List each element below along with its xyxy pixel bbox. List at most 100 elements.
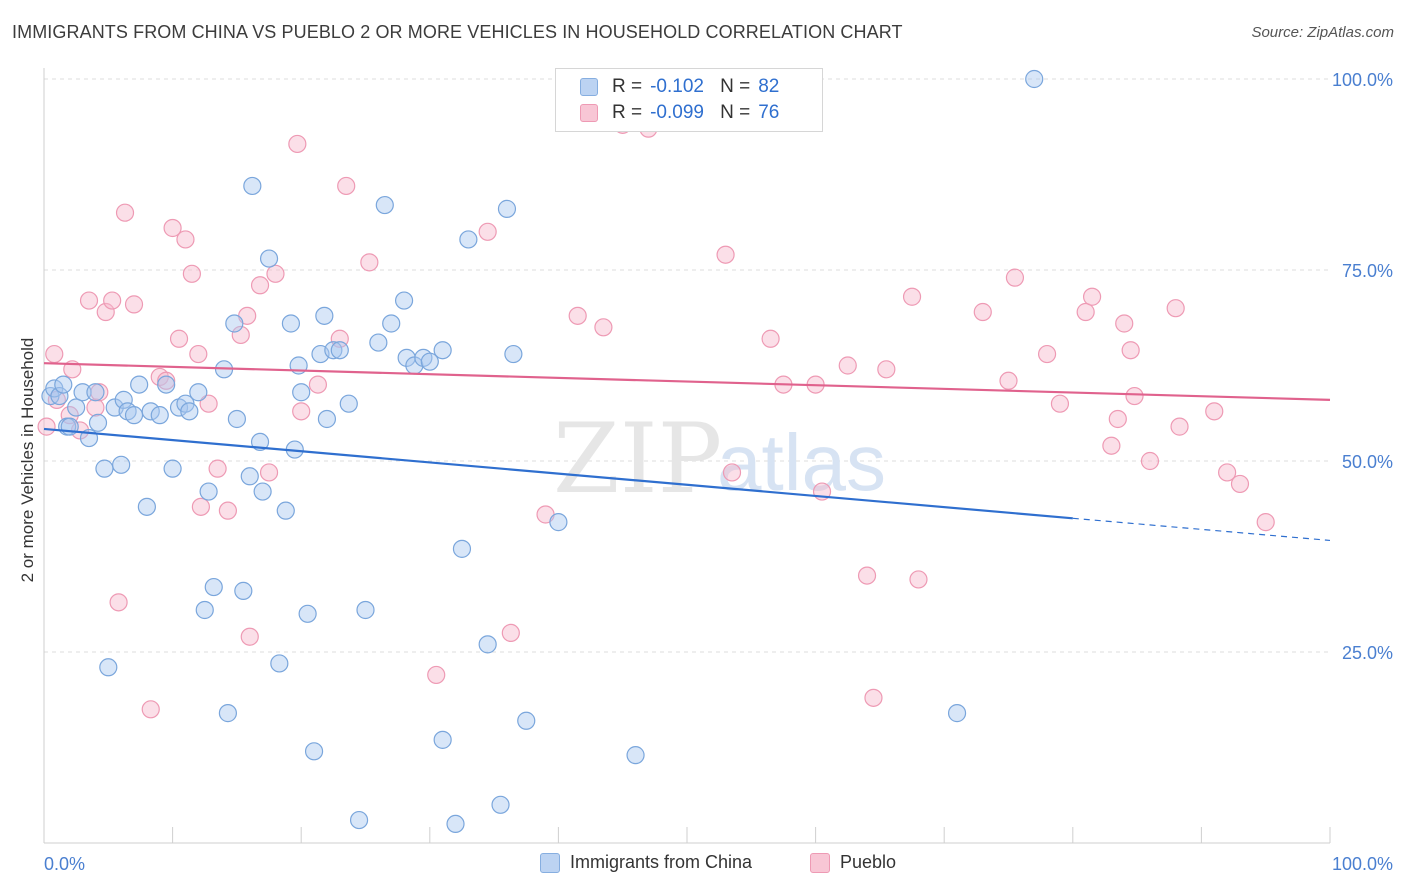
data-point-pueblo: [1076, 302, 1095, 322]
data-point-pueblo: [973, 302, 992, 322]
data-point-pueblo: [761, 329, 780, 348]
data-point-china: [452, 539, 472, 558]
data-point-pueblo: [208, 459, 227, 478]
data-point-china: [225, 314, 244, 333]
r-value: -0.099: [650, 102, 704, 123]
data-point-china: [382, 314, 401, 333]
data-point-pueblo: [240, 627, 259, 646]
data-point-china: [947, 704, 967, 723]
data-point-china: [375, 195, 394, 215]
data-point-pueblo: [360, 253, 379, 272]
data-point-pueblo: [124, 295, 144, 314]
data-point-china: [73, 383, 92, 402]
data-point-pueblo: [250, 276, 270, 295]
data-point-pueblo: [1166, 299, 1185, 318]
source-label: Source: ZipAtlas.com: [1251, 24, 1394, 41]
data-point-china: [1025, 69, 1044, 89]
data-point-china: [433, 730, 452, 749]
axes: [43, 68, 1331, 844]
data-point-pueblo: [218, 501, 237, 520]
data-point-pueblo: [231, 325, 250, 345]
data-point-pueblo: [103, 291, 122, 310]
data-point-china: [491, 795, 510, 814]
data-point-china: [137, 497, 156, 516]
trend-line-china: [43, 427, 1073, 520]
data-point-pueblo: [292, 402, 311, 421]
data-point-pueblo: [716, 245, 735, 264]
data-point-china: [549, 513, 568, 532]
data-point-pueblo: [838, 356, 857, 375]
data-point-china: [270, 654, 289, 673]
data-point-pueblo: [1218, 463, 1237, 482]
data-point-china: [141, 402, 160, 421]
trend-lines: [43, 362, 1331, 542]
data-point-china: [446, 814, 465, 834]
x-tick-label: 0.0%: [44, 854, 85, 874]
data-point-pueblo: [999, 371, 1018, 390]
data-point-pueblo: [427, 665, 446, 685]
legend-label-china: Immigrants from China: [570, 852, 753, 872]
data-point-pueblo: [722, 463, 742, 482]
data-point-pueblo: [189, 344, 208, 364]
data-point-china: [218, 704, 237, 723]
data-point-china: [394, 291, 414, 310]
data-point-pueblo: [79, 291, 99, 310]
trend-line-china-extension: [1072, 517, 1331, 542]
data-point-china: [124, 406, 144, 425]
data-point-china: [459, 230, 478, 249]
series-legend: Immigrants from China Pueblo: [0, 852, 1406, 878]
data-point-china: [356, 600, 375, 620]
data-point-pueblo: [1121, 341, 1140, 360]
data-point-china: [112, 455, 131, 474]
series-pueblo: [37, 115, 1275, 719]
data-point-pueblo: [902, 287, 922, 306]
legend-label-pueblo: Pueblo: [840, 852, 897, 872]
data-point-pueblo: [1050, 394, 1070, 413]
data-point-china: [86, 383, 105, 402]
data-point-china: [199, 482, 218, 501]
data-point-pueblo: [1140, 451, 1160, 471]
data-point-china: [276, 501, 295, 520]
data-point-pueblo: [1125, 386, 1144, 406]
data-point-pueblo: [176, 230, 195, 249]
data-point-pueblo: [266, 264, 285, 283]
trend-line-pueblo: [43, 362, 1331, 401]
data-point-china: [253, 482, 272, 501]
grid-lines: [44, 78, 1330, 653]
data-point-china: [157, 375, 176, 394]
watermark-atlas: atlas: [717, 418, 886, 507]
data-point-china: [298, 604, 317, 623]
data-point-china: [189, 383, 208, 402]
data-point-china: [317, 409, 337, 429]
data-point-pueblo: [1005, 268, 1025, 287]
data-point-china: [240, 467, 259, 486]
r-label: R =: [612, 76, 643, 97]
data-point-china: [504, 344, 523, 364]
data-point-china: [304, 742, 324, 761]
legend-item-china[interactable]: Immigrants from China: [540, 852, 752, 873]
r-label: R =: [612, 102, 643, 123]
data-point-pueblo: [478, 222, 497, 241]
data-point-pueblo: [1230, 474, 1250, 494]
n-label: N =: [720, 76, 751, 97]
data-point-pueblo: [1256, 513, 1275, 532]
data-point-pueblo: [86, 398, 105, 417]
data-point-china: [433, 341, 452, 360]
data-point-pueblo: [141, 700, 160, 719]
legend-item-pueblo[interactable]: Pueblo: [810, 852, 896, 873]
legend-swatch-china: [580, 78, 598, 96]
n-label: N =: [720, 102, 751, 123]
legend-swatch-pueblo: [580, 104, 598, 122]
data-point-pueblo: [909, 570, 928, 589]
data-point-pueblo: [1082, 287, 1102, 306]
data-point-china: [67, 398, 86, 417]
data-point-china: [95, 459, 114, 478]
r-value: -0.102: [650, 76, 704, 97]
y-tick-label: 75.0%: [1342, 261, 1393, 281]
data-point-pueblo: [857, 566, 877, 585]
data-point-china: [478, 635, 497, 654]
data-point-china: [130, 375, 149, 394]
data-point-pueblo: [1205, 402, 1224, 421]
legend-swatch-pueblo: [810, 852, 830, 873]
